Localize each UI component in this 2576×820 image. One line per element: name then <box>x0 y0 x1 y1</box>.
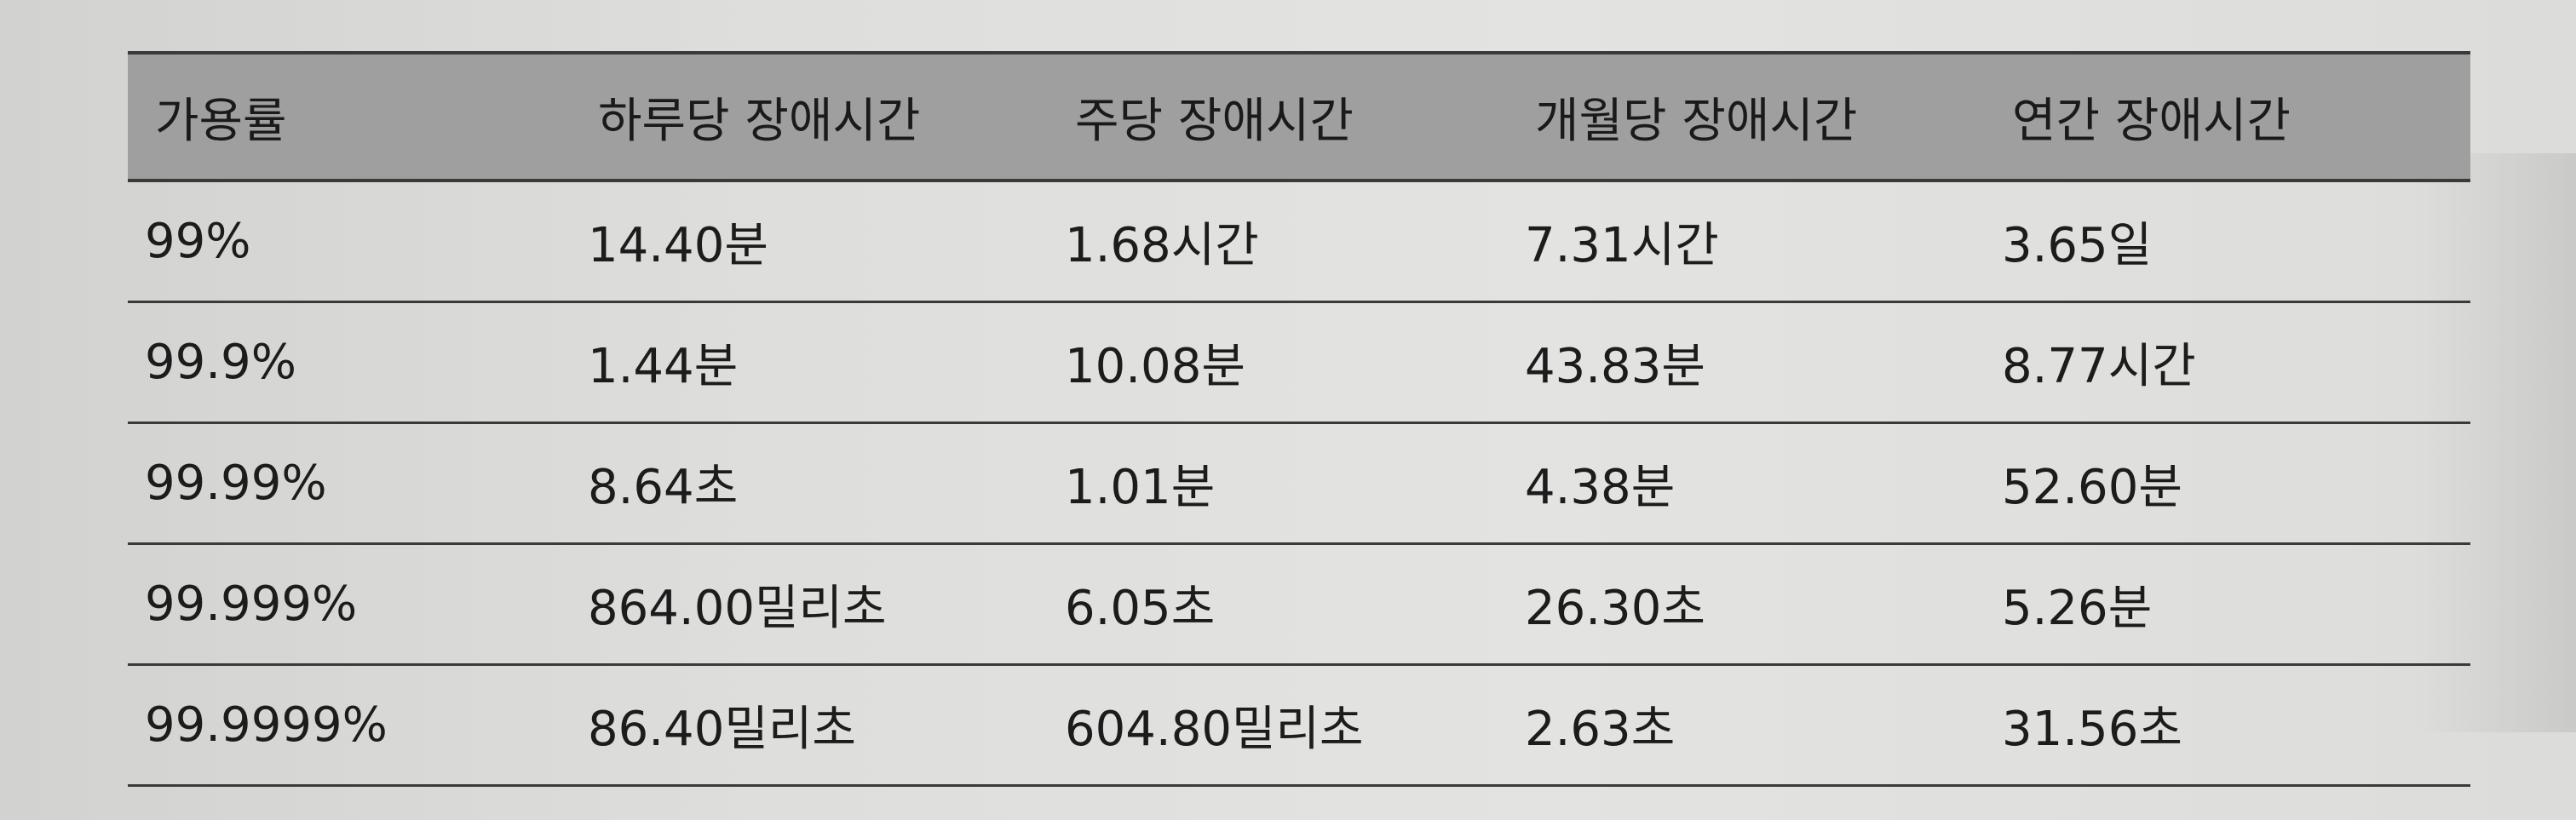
cell-per-week: 1.68시간 <box>1048 181 1508 303</box>
cell-per-year: 52.60분 <box>1985 422 2470 545</box>
header-availability: 가용률 <box>128 51 571 182</box>
cell-per-month: 4.38분 <box>1508 422 1985 545</box>
cell-per-day: 864.00밀리초 <box>571 543 1048 666</box>
cell-availability: 99% <box>128 181 571 303</box>
cell-per-year: 3.65일 <box>1985 181 2470 303</box>
cell-per-month: 26.30초 <box>1508 543 1985 666</box>
cell-per-year: 5.26분 <box>1985 543 2470 666</box>
cell-per-week: 604.80밀리초 <box>1048 664 1508 787</box>
cell-availability: 99.9999% <box>128 664 571 787</box>
cell-per-day: 86.40밀리초 <box>571 664 1048 787</box>
cell-per-day: 8.64초 <box>571 422 1048 545</box>
cell-per-year: 31.56초 <box>1985 664 2470 787</box>
table-row: 99.9999% 86.40밀리초 604.80밀리초 2.63초 31.56초 <box>128 664 2470 787</box>
cell-per-week: 1.01분 <box>1048 422 1508 545</box>
cell-per-week: 10.08분 <box>1048 301 1508 424</box>
table-row: 99.9% 1.44분 10.08분 43.83분 8.77시간 <box>128 301 2470 424</box>
cell-availability: 99.999% <box>128 543 571 666</box>
table-row: 99.99% 8.64초 1.01분 4.38분 52.60분 <box>128 422 2470 545</box>
cell-per-week: 6.05초 <box>1048 543 1508 666</box>
cell-per-month: 7.31시간 <box>1508 181 1985 303</box>
availability-downtime-table: 가용률 하루당 장애시간 주당 장애시간 개월당 장애시간 연간 장애시간 99… <box>128 51 2470 787</box>
cell-availability: 99.99% <box>128 422 571 545</box>
availability-table-container: 가용률 하루당 장애시간 주당 장애시간 개월당 장애시간 연간 장애시간 99… <box>128 51 2470 787</box>
cell-per-day: 1.44분 <box>571 301 1048 424</box>
cell-availability: 99.9% <box>128 301 571 424</box>
header-downtime-per-day: 하루당 장애시간 <box>571 51 1048 182</box>
table-header-row: 가용률 하루당 장애시간 주당 장애시간 개월당 장애시간 연간 장애시간 <box>128 51 2470 182</box>
cell-per-year: 8.77시간 <box>1985 301 2470 424</box>
header-downtime-per-month: 개월당 장애시간 <box>1508 51 1985 182</box>
cell-per-month: 2.63초 <box>1508 664 1985 787</box>
header-downtime-per-year: 연간 장애시간 <box>1985 51 2470 182</box>
table-row: 99% 14.40분 1.68시간 7.31시간 3.65일 <box>128 181 2470 303</box>
table-row: 99.999% 864.00밀리초 6.05초 26.30초 5.26분 <box>128 543 2470 666</box>
cell-per-month: 43.83분 <box>1508 301 1985 424</box>
cell-per-day: 14.40분 <box>571 181 1048 303</box>
header-downtime-per-week: 주당 장애시간 <box>1048 51 1508 182</box>
